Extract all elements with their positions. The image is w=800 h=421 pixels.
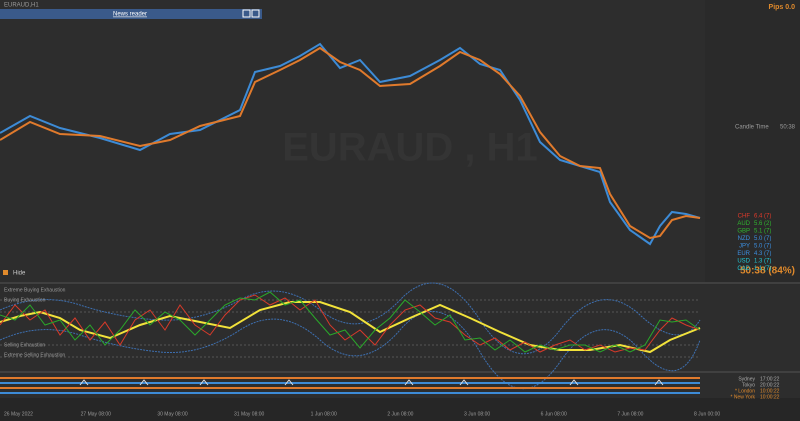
- session-name: * New York: [731, 394, 756, 400]
- hide-label[interactable]: Hide: [13, 271, 26, 277]
- slow-ma: [0, 46, 701, 240]
- time-label: 30 May 08:00: [157, 411, 188, 417]
- session-bar: [0, 382, 700, 394]
- news-bar[interactable]: [0, 9, 262, 19]
- session-name: Sydney: [738, 376, 755, 382]
- time-axis: [0, 398, 800, 421]
- candle-time-label: Candle Time: [735, 125, 769, 131]
- strength-currency: CAD: [737, 266, 750, 272]
- news-icon[interactable]: [242, 9, 251, 18]
- time-label: 6 Jun 08:00: [541, 411, 567, 417]
- strength-value: 4.3 (7): [754, 251, 771, 257]
- timer: 50:38 (84%): [740, 266, 795, 277]
- session-time: 20:00:22: [760, 382, 780, 388]
- pips: Pips 0.0: [769, 4, 796, 11]
- news-reader[interactable]: News reader: [113, 12, 147, 18]
- time-label: 2 Jun 08:00: [387, 411, 413, 417]
- band-lower: [0, 311, 701, 389]
- fast-ma: [0, 42, 701, 246]
- strength-currency: EUR: [737, 251, 750, 257]
- strength-currency: CHF: [738, 214, 751, 220]
- strength-currency: NZD: [738, 236, 751, 242]
- indicator-label: Extreme Selling Exhaustion: [4, 352, 65, 358]
- window-title: EURAUD,H1: [4, 3, 39, 9]
- session-bar: [0, 377, 700, 389]
- strength-currency: USD: [737, 259, 750, 265]
- strength-currency: JPY: [739, 244, 750, 250]
- time-label: 31 May 08:00: [234, 411, 265, 417]
- session-markers: [79, 379, 664, 386]
- strength-value: 1.3 (7): [754, 259, 771, 265]
- info-panel: [705, 0, 800, 282]
- hide-box[interactable]: [3, 270, 8, 275]
- strength-value: 5.6 (2): [754, 221, 771, 227]
- indicator-label: Extreme Buying Exhaustion: [4, 287, 66, 293]
- strength-currency: GBP: [737, 229, 750, 235]
- strength-value: 5.1 (7): [754, 229, 771, 235]
- session-panel: [0, 373, 800, 398]
- session-name: Tokyo: [742, 382, 755, 388]
- time-label: 1 Jun 08:00: [311, 411, 337, 417]
- red-line: [0, 294, 701, 353]
- strength-currency: AUD: [737, 221, 750, 227]
- session-time: 17:00:22: [760, 376, 780, 382]
- indicator-label: Buying Exhaustion: [4, 297, 46, 303]
- indicator-label: Selling Exhaustion: [4, 342, 45, 348]
- strength-value: 5.0 (7): [754, 244, 771, 250]
- session-time: 10:00:22: [760, 388, 780, 394]
- session-time: 10:00:22: [760, 394, 780, 400]
- time-label: 7 Jun 08:00: [617, 411, 643, 417]
- strength-value: 1.1 (7): [754, 266, 771, 272]
- green-line: [0, 291, 701, 353]
- watermark: EURAUD , H1: [282, 126, 538, 170]
- time-label: 27 May 08:00: [81, 411, 112, 417]
- time-label: 8 Jun 00:00: [694, 411, 720, 417]
- indicator-panel: [0, 285, 800, 371]
- time-label: 3 Jun 08:00: [464, 411, 490, 417]
- candle-time: 50:38: [780, 125, 796, 131]
- session-name: * London: [735, 388, 755, 394]
- strength-value: 5.0 (7): [754, 236, 771, 242]
- band-upper: [0, 282, 701, 355]
- strength-value: 6.4 (7): [754, 214, 771, 220]
- time-label: 26 May 2022: [4, 411, 33, 417]
- news-icon[interactable]: [251, 9, 260, 18]
